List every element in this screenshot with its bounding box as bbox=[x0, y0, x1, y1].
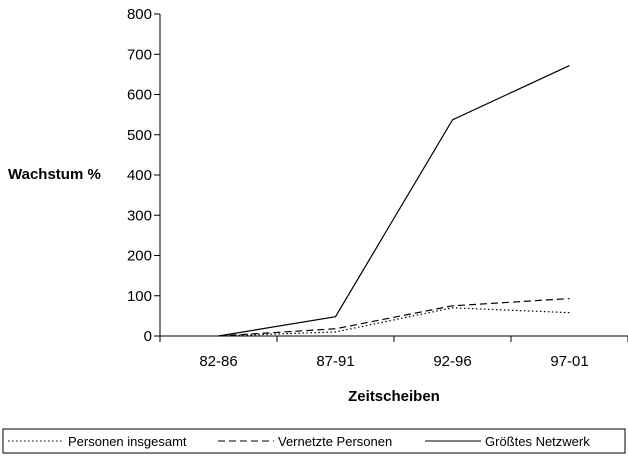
series-line-2 bbox=[218, 297, 570, 337]
x-tick-label: 92-96 bbox=[433, 353, 471, 370]
legend-box bbox=[2, 428, 626, 454]
y-tick-label: 200 bbox=[127, 248, 152, 265]
legend-label-1: Personen insgesamt bbox=[68, 434, 187, 449]
y-tick-label: 100 bbox=[127, 288, 152, 305]
y-tick-label: 500 bbox=[127, 127, 152, 144]
x-tick-label: 87-91 bbox=[316, 353, 354, 370]
y-tick-label: 300 bbox=[127, 207, 152, 224]
axes: 0 100 200 300 400 500 600 700 800 82-86 87-91 92-96… bbox=[127, 6, 628, 370]
y-axis-label: Wachstum % bbox=[8, 166, 101, 183]
plot-area bbox=[218, 64, 570, 337]
series-line-1 bbox=[218, 307, 570, 337]
y-tick-label: 800 bbox=[127, 6, 152, 23]
y-tick-label: 700 bbox=[127, 46, 152, 63]
x-tick-label: 82-86 bbox=[199, 353, 237, 370]
legend-label-2: Vernetzte Personen bbox=[278, 434, 392, 449]
y-tick-label: 0 bbox=[144, 328, 152, 345]
y-tick-label: 400 bbox=[127, 167, 152, 184]
series-line-3 bbox=[218, 64, 570, 337]
x-tick-label: 97-01 bbox=[550, 353, 588, 370]
legend-label-3: Größtes Netzwerk bbox=[485, 434, 590, 449]
y-tick-label: 600 bbox=[127, 87, 152, 104]
x-axis-label: Zeitscheiben bbox=[348, 388, 440, 405]
legend: Personen insgesamt Vernetzte Personen Größ… bbox=[2, 428, 626, 454]
